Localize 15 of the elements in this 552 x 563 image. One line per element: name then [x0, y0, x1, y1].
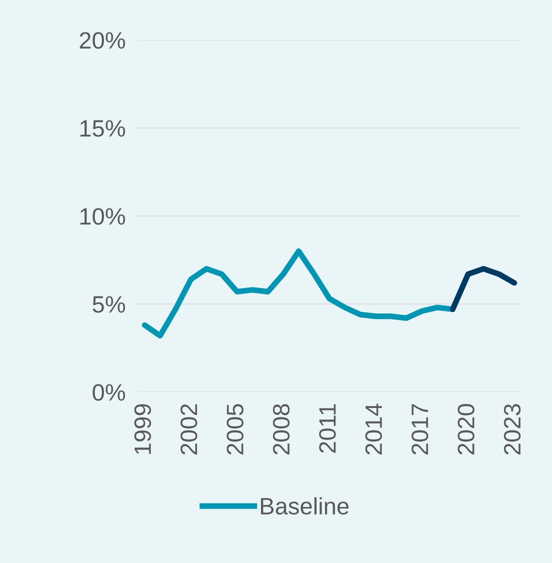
y-tick-label: 0% — [92, 384, 126, 401]
x-tick-label: 2008 — [272, 404, 290, 454]
y-tick-label: 10% — [80, 208, 126, 225]
x-tick-label: 2002 — [180, 404, 198, 454]
y-tick-label: 20% — [80, 32, 126, 49]
x-tick-label: 2005 — [226, 404, 244, 454]
x-tick-label: 2023 — [504, 404, 521, 454]
x-tick-label: 2014 — [365, 404, 382, 454]
x-tick-label: 2020 — [458, 404, 474, 454]
x-tick-label: 2017 — [412, 404, 428, 454]
legend-label: Baseline — [260, 497, 349, 515]
y-tick-label: 5% — [92, 296, 126, 313]
y-tick-label: 15% — [80, 120, 126, 137]
x-tick-label: 2011 — [319, 404, 336, 453]
x-tick-label: 1999 — [134, 404, 152, 454]
